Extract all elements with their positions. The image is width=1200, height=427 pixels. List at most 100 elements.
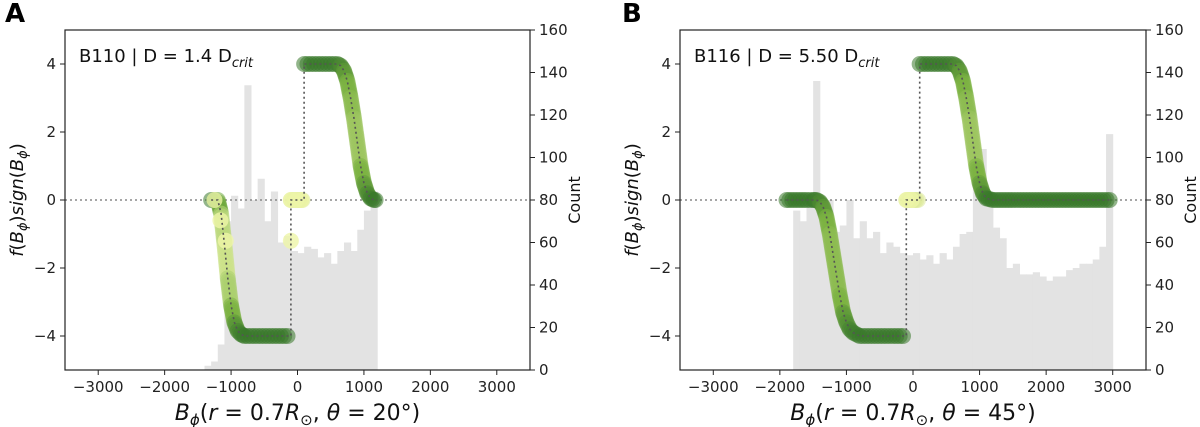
y-axis-label: f(Bϕ)sign(Bϕ)	[7, 143, 31, 257]
histogram-bar	[893, 246, 901, 370]
histogram-bar	[879, 253, 887, 370]
y2-axis-label: Count	[565, 176, 584, 224]
histogram-bar	[251, 200, 259, 370]
histogram-bar	[370, 191, 378, 370]
histogram-bar	[1086, 263, 1094, 370]
series-marker	[1101, 192, 1118, 208]
histogram-bar	[873, 231, 881, 370]
histogram-bar	[913, 253, 921, 370]
y-tick-label: 2	[661, 123, 671, 141]
histogram-bar	[799, 221, 807, 370]
y-tick-label: −4	[34, 327, 56, 345]
histogram-bar	[992, 227, 1001, 370]
histogram-bar	[211, 361, 219, 370]
x-tick-label: 2000	[1027, 378, 1065, 396]
histogram-bar	[1066, 270, 1074, 370]
y2-tick-label: 120	[1155, 106, 1184, 124]
histogram-bar	[959, 234, 967, 370]
x-tick-label: 3000	[478, 378, 516, 396]
histogram	[793, 81, 1114, 370]
histogram-bar	[813, 81, 821, 370]
histogram-bar	[926, 255, 934, 370]
histogram-bar	[899, 253, 907, 370]
histogram-bar	[846, 200, 854, 370]
histogram-bar	[906, 255, 914, 370]
histogram-bar	[859, 221, 867, 370]
histogram-bar	[886, 242, 894, 370]
x-tick-label: 1000	[960, 378, 998, 396]
histogram-bar	[1032, 272, 1040, 370]
y2-tick-label: 20	[539, 319, 558, 337]
y-tick-label: −4	[649, 327, 671, 345]
histogram-bar	[1099, 246, 1107, 370]
y2-tick-label: 60	[1155, 234, 1174, 252]
y2-tick-label: 0	[1155, 361, 1165, 379]
x-tick-label: −2000	[139, 378, 190, 396]
histogram-bar	[337, 251, 345, 370]
histogram-bar	[1006, 268, 1014, 370]
y2-tick-label: 60	[539, 234, 558, 252]
series-marker	[206, 192, 223, 208]
histogram-bar	[819, 200, 827, 370]
histogram-bar	[277, 242, 285, 370]
y2-tick-label: 80	[539, 191, 558, 209]
histogram-bar	[357, 229, 365, 370]
panel-label: A	[5, 0, 25, 29]
x-tick-label: 0	[908, 378, 918, 396]
y2-tick-label: 140	[1155, 64, 1184, 82]
histogram-bar	[1079, 263, 1087, 370]
y2-tick-label: 0	[539, 361, 549, 379]
histogram-bar	[310, 248, 318, 370]
histogram-bar	[350, 251, 358, 370]
y2-tick-label: 100	[539, 149, 568, 167]
x-tick-label: 2000	[411, 378, 449, 396]
x-tick-label: −2000	[754, 378, 805, 396]
y2-tick-label: 120	[539, 106, 568, 124]
y2-tick-label: 100	[1155, 149, 1184, 167]
histogram-bar	[290, 251, 298, 370]
x-tick-label: −3000	[688, 378, 739, 396]
series-marker	[217, 232, 234, 249]
histogram-bar	[979, 149, 987, 370]
y-tick-label: 4	[661, 55, 671, 73]
y2-tick-label: 20	[1155, 319, 1174, 337]
histogram-bar	[1039, 276, 1047, 370]
y2-tick-label: 160	[1155, 21, 1184, 39]
histogram-bar	[304, 246, 312, 370]
histogram-bar	[939, 253, 947, 370]
histogram-bar	[1052, 276, 1060, 370]
panel-a: −3000 −2000 −1000 0 1000 2000 3000−4−202402040…	[5, 0, 584, 427]
panel-label: B	[622, 0, 642, 29]
series-marker	[367, 192, 384, 208]
histogram-bar	[966, 231, 974, 370]
histogram-bar	[324, 253, 332, 370]
y-tick-label: 4	[46, 55, 56, 73]
y2-tick-label: 80	[1155, 191, 1174, 209]
histogram-bar	[1019, 274, 1027, 370]
histogram-bar	[826, 200, 834, 370]
histogram-bar	[1046, 280, 1054, 370]
histogram-bar	[257, 178, 265, 370]
histogram-bar	[1106, 134, 1114, 370]
y2-tick-label: 40	[539, 276, 558, 294]
histogram-bar	[264, 221, 272, 370]
y-tick-label: −2	[649, 259, 671, 277]
y-tick-label: 0	[46, 191, 56, 209]
histogram-bar	[806, 195, 814, 370]
histogram-bar	[932, 263, 941, 370]
y2-axis-label: Count	[1181, 176, 1200, 224]
x-tick-label: −1000	[821, 378, 872, 396]
histogram-bar	[297, 253, 305, 370]
y2-tick-label: 140	[539, 64, 568, 82]
histogram-bar	[946, 259, 954, 370]
histogram-bar	[1092, 259, 1100, 370]
panel-annotation: B116 | D = 5.50 Dcrit	[694, 46, 880, 71]
histogram-bar	[853, 238, 861, 370]
histogram-bar	[217, 344, 225, 370]
histogram-bar	[237, 208, 245, 370]
y2-tick-label: 160	[539, 21, 568, 39]
x-tick-label: −3000	[73, 378, 124, 396]
series-markers	[203, 56, 384, 344]
panel-annotation: B110 | D = 1.4 Dcrit	[79, 46, 254, 71]
